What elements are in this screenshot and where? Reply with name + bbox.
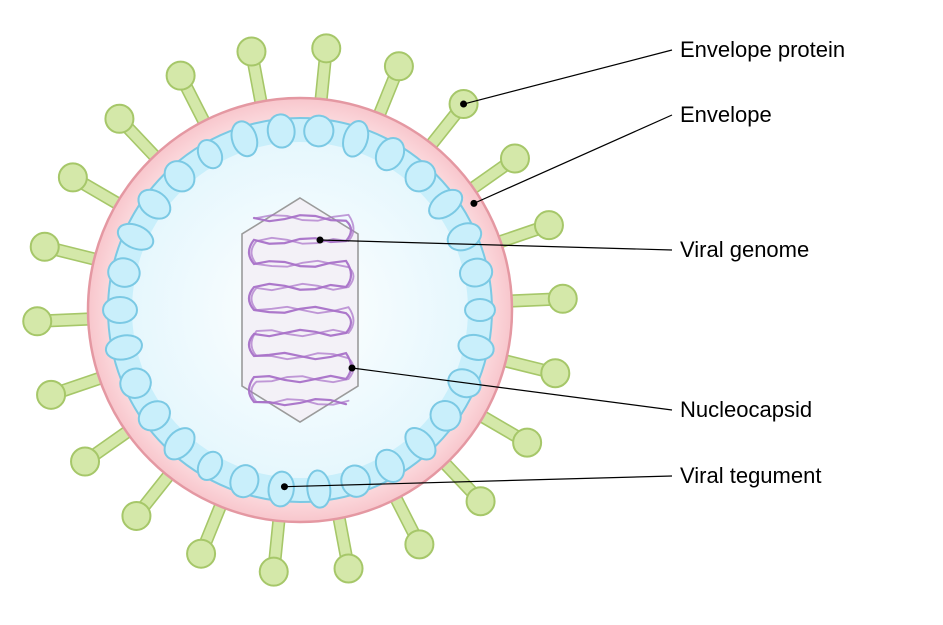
label-nucleocapsid: Nucleocapsid xyxy=(680,397,812,422)
virus-diagram: Envelope protein Envelope Viral genome Nucl… xyxy=(0,0,943,625)
label-envelope-protein: Envelope protein xyxy=(680,37,845,62)
label-viral-genome: Viral genome xyxy=(680,237,809,262)
label-envelope: Envelope xyxy=(680,102,772,127)
label-viral-tegument: Viral tegument xyxy=(680,463,821,488)
